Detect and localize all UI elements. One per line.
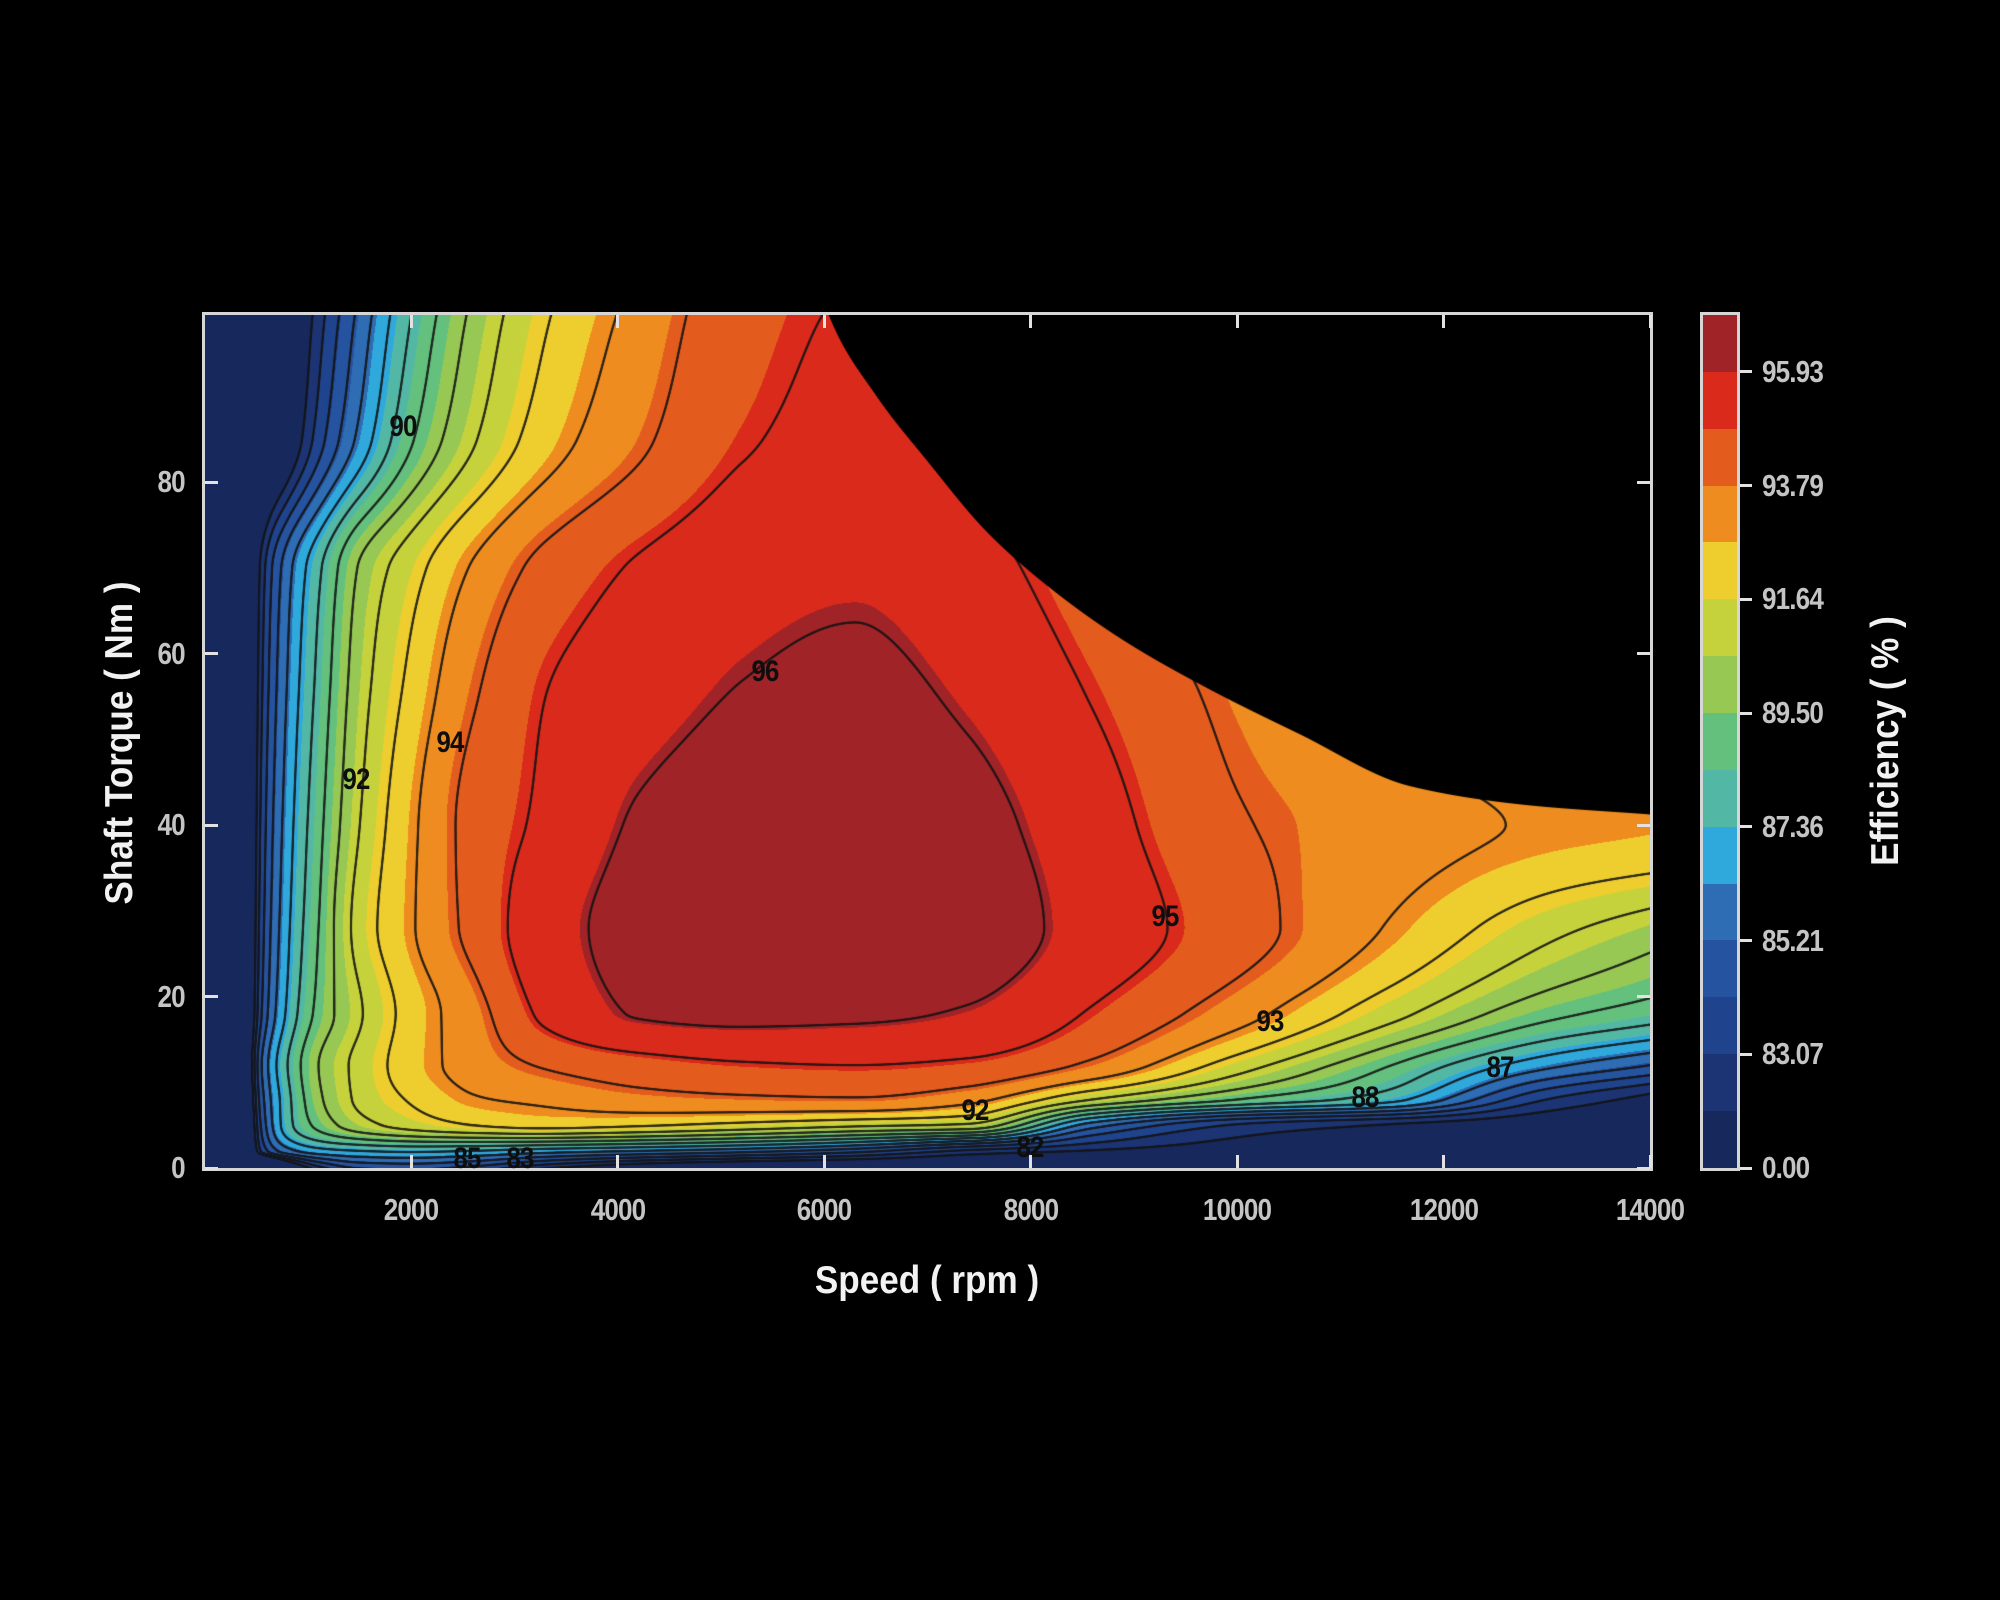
colorbar-tick-label: 89.50 [1762,695,1824,731]
y-tick-label: 40 [157,807,186,843]
x-tick [1648,315,1652,328]
y-axis-title: Shaft Torque ( Nm ) [98,581,141,905]
y-tick [1637,995,1650,999]
colorbar-swatch [1703,883,1737,941]
contour-line-label: 85 [453,1142,482,1176]
colorbar-swatch [1703,428,1737,486]
y-tick [1637,652,1650,656]
x-tick [616,315,620,328]
colorbar-swatch [1703,1111,1737,1168]
contour-line-label: 92 [961,1094,989,1128]
colorbar-swatch [1703,315,1737,372]
x-axis-title: Speed ( rpm ) [814,1259,1040,1302]
colorbar-tick-label: 91.64 [1762,581,1824,617]
colorbar-title: Efficiency ( % ) [1864,616,1907,866]
contour-line-label: 88 [1351,1080,1380,1114]
colorbar-tick [1740,1166,1752,1170]
x-tick [1235,1155,1239,1168]
colorbar-tick [1740,825,1752,829]
x-tick [822,1155,826,1168]
x-tick-label: 10000 [1203,1192,1272,1227]
x-tick [1235,315,1239,328]
contour-line-label: 90 [389,410,418,444]
y-tick [205,1166,218,1170]
x-tick-label: 14000 [1615,1192,1685,1227]
x-tick [822,315,826,328]
colorbar-tick [1740,597,1752,601]
colorbar-swatch [1703,997,1737,1055]
colorbar-tick-label: 83.07 [1762,1036,1824,1072]
y-tick [205,480,218,484]
contour-line-label: 83 [506,1142,534,1176]
colorbar-tick-label: 87.36 [1762,808,1824,844]
x-tick-label: 2000 [384,1192,439,1227]
colorbar-tick-label: 93.79 [1762,467,1824,503]
contour-line-label: 94 [436,725,465,759]
contour-line-label: 93 [1256,1005,1285,1039]
y-tick-label: 20 [157,978,186,1014]
colorbar-tick [1740,370,1752,374]
contour-line-label: 92 [342,762,371,796]
x-tick [616,1155,620,1168]
colorbar-swatch [1703,826,1737,884]
plot-area: 90 92 94 96 95 93 92 82 88 87 85 83 [202,312,1653,1175]
colorbar-swatch [1703,371,1737,429]
colorbar-swatch [1703,542,1737,600]
colorbar-tick-label: 95.93 [1762,353,1824,389]
y-tick [205,823,218,827]
colorbar-swatch [1703,769,1737,827]
colorbar [1700,312,1740,1171]
y-tick [205,652,218,656]
colorbar-swatch [1703,940,1737,998]
colorbar-tick [1740,1052,1752,1056]
colorbar-tick [1740,939,1752,943]
x-tick [1648,1155,1652,1168]
x-tick [409,1155,413,1168]
y-tick-label: 0 [171,1150,185,1185]
colorbar-swatch [1703,485,1737,543]
x-tick-label: 12000 [1409,1192,1478,1227]
x-tick-label: 4000 [590,1192,646,1227]
colorbar-swatch [1703,656,1737,714]
contour-heatmap-canvas [205,315,1650,1168]
x-tick [1442,315,1446,328]
y-tick [1637,823,1650,827]
contour-line-label: 96 [751,654,779,688]
colorbar-tick [1740,711,1752,715]
y-tick-label: 80 [157,464,186,500]
y-tick-label: 60 [157,635,186,671]
colorbar-tick-label: 0.00 [1762,1150,1810,1185]
x-tick-label: 6000 [796,1192,852,1227]
y-tick [1637,1166,1650,1170]
x-tick [1029,315,1033,328]
colorbar-tick-label: 85.21 [1762,922,1824,958]
x-tick-label: 8000 [1003,1192,1058,1227]
y-tick [1637,480,1650,484]
y-tick [205,995,218,999]
contour-line-label: 87 [1486,1050,1515,1084]
x-tick [1442,1155,1446,1168]
colorbar-swatch [1703,713,1737,770]
colorbar-swatch [1703,1054,1737,1112]
contour-line-label: 95 [1151,899,1179,933]
x-tick [409,315,413,328]
colorbar-swatch [1703,599,1737,657]
colorbar-tick [1740,484,1752,488]
x-tick [1029,1155,1033,1168]
